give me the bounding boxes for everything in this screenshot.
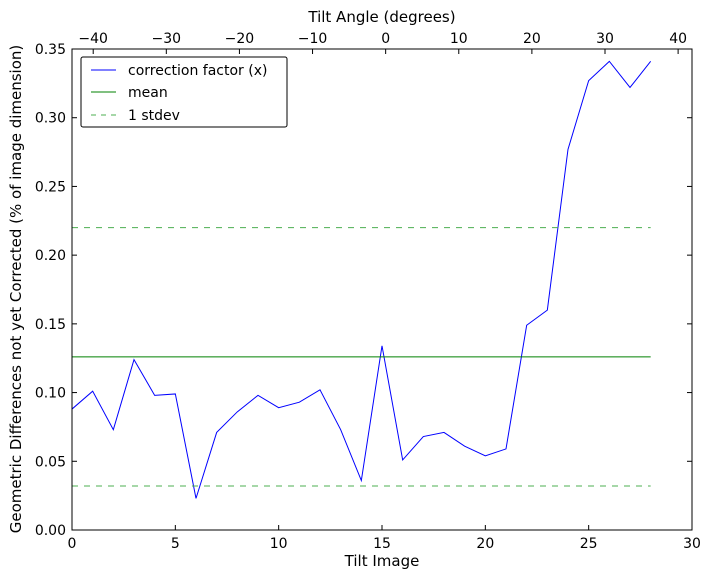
legend-label-stdev: 1 stdev [128,108,180,124]
x-tick-label: 20 [476,536,494,552]
top-x-tick-label: 20 [523,31,541,47]
top-x-tick-label: 10 [450,31,468,47]
plot-marks [71,60,652,499]
x-tick-label: 0 [68,536,77,552]
top-x-tick-label: −20 [225,31,255,47]
top-x-tick-label: −10 [298,31,328,47]
y-tick-label: 0.10 [35,386,66,402]
y-tick-label: 0.05 [35,454,66,470]
series-line-0 [71,60,652,499]
y-tick-label: 0.15 [35,317,66,333]
x-tick-label: 30 [683,536,701,552]
x-tick-label: 15 [373,536,391,552]
y-tick-label: 0.25 [35,179,66,195]
legend: correction factor (x) mean 1 stdev [80,56,288,128]
x-axis-label: Tilt Image [344,552,420,570]
top-x-tick-label: −40 [78,31,108,47]
y-tick-label: 0.30 [35,111,66,127]
top-x-axis-label: Tilt Angle (degrees) [307,8,455,26]
axis-ticks: 0 5 10 15 20 25 30 0.00 0.05 0.10 0.15 0.20 0.25 0.30… [35,31,701,552]
x-tick-label: 25 [580,536,598,552]
legend-label-mean: mean [128,85,168,101]
y-axis-label: Geometric Differences not yet Corrected … [7,45,25,534]
y-tick-label: 0.00 [35,523,66,539]
top-x-tick-label: 40 [669,31,687,47]
legend-label-correction: correction factor (x) [128,63,267,79]
legend-box [80,56,288,128]
y-tick-label: 0.20 [35,248,66,264]
top-x-tick-label: 30 [596,31,614,47]
top-x-tick-label: 0 [381,31,390,47]
top-x-tick-label: −30 [152,31,182,47]
x-tick-label: 5 [171,536,180,552]
x-tick-label: 10 [270,536,288,552]
y-tick-label: 0.35 [35,42,66,58]
